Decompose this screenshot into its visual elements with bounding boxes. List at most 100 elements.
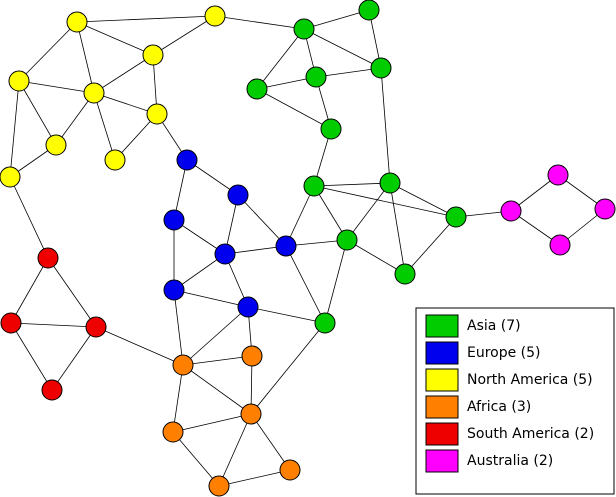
edge: [324, 239, 348, 324]
node: [279, 459, 301, 481]
edge: [18, 80, 95, 94]
edge: [182, 306, 249, 366]
node: [314, 312, 336, 334]
node: [8, 70, 30, 92]
edge: [172, 413, 252, 433]
edge: [346, 239, 406, 275]
edge: [173, 289, 249, 308]
legend: Asia (7) Europe (5) North America (5) Afric…: [425, 314, 594, 473]
edge: [51, 326, 97, 391]
edge: [18, 21, 78, 82]
node: [142, 44, 164, 66]
edge: [93, 92, 116, 161]
edge: [182, 364, 252, 415]
edge: [346, 182, 391, 241]
edge: [218, 469, 291, 487]
node: [163, 279, 185, 301]
edge: [9, 80, 20, 178]
node: [370, 57, 392, 79]
node: [320, 118, 342, 140]
edge: [10, 257, 49, 324]
edge: [95, 326, 184, 366]
edge: [250, 413, 291, 471]
node: [293, 18, 315, 40]
node: [500, 200, 522, 222]
legend-label: Europe (5): [467, 345, 541, 361]
node: [240, 403, 262, 425]
node: [549, 234, 571, 256]
node: [66, 11, 88, 33]
edge: [10, 322, 53, 391]
edge: [380, 67, 391, 184]
node: [547, 164, 569, 186]
edge: [247, 306, 326, 324]
node: [336, 229, 358, 251]
edge: [152, 15, 216, 56]
node: [37, 247, 59, 269]
edge: [303, 9, 370, 30]
node: [246, 78, 268, 100]
node: [163, 209, 185, 231]
node: [45, 134, 67, 156]
node: [104, 149, 126, 171]
node: [41, 379, 63, 401]
edge: [285, 245, 326, 324]
node: [237, 296, 259, 318]
node: [146, 103, 168, 125]
edge: [250, 322, 326, 415]
node: [83, 82, 105, 104]
legend-label: Australia (2): [467, 453, 553, 469]
legend-label: South America (2): [467, 426, 594, 442]
edge: [315, 67, 382, 78]
node: [303, 175, 325, 197]
node: [241, 345, 263, 367]
legend-swatch: [425, 395, 459, 419]
edge: [55, 92, 95, 146]
edge: [313, 185, 457, 218]
edge: [10, 322, 97, 328]
legend-label: Asia (7): [467, 318, 521, 334]
edge: [182, 355, 253, 366]
node: [227, 184, 249, 206]
legend-swatch: [425, 449, 459, 473]
edge: [76, 21, 154, 56]
edge: [47, 257, 97, 328]
edge: [76, 21, 95, 94]
edge: [303, 28, 382, 69]
edge: [172, 431, 220, 487]
node: [358, 0, 380, 21]
node: [379, 172, 401, 194]
edge: [18, 80, 57, 146]
edge: [172, 364, 184, 433]
edge: [76, 15, 216, 23]
edge: [218, 413, 252, 487]
edge: [404, 216, 457, 275]
edge: [389, 182, 406, 275]
node: [0, 312, 22, 334]
node: [172, 354, 194, 376]
node: [176, 149, 198, 171]
node: [208, 475, 230, 497]
node: [85, 316, 107, 338]
node: [445, 206, 467, 228]
edge: [9, 176, 49, 259]
legend-swatch: [425, 314, 459, 338]
node: [394, 263, 416, 285]
legend-swatch: [425, 422, 459, 446]
edge: [237, 194, 287, 247]
legend-swatch: [425, 368, 459, 392]
node: [594, 198, 616, 220]
node: [162, 421, 184, 443]
edge: [313, 185, 348, 241]
node: [305, 66, 327, 88]
node: [214, 243, 236, 265]
node: [204, 5, 226, 27]
node: [0, 166, 21, 188]
edge: [214, 15, 305, 30]
legend-swatch: [425, 341, 459, 365]
edge: [256, 28, 305, 90]
edge: [93, 92, 158, 115]
